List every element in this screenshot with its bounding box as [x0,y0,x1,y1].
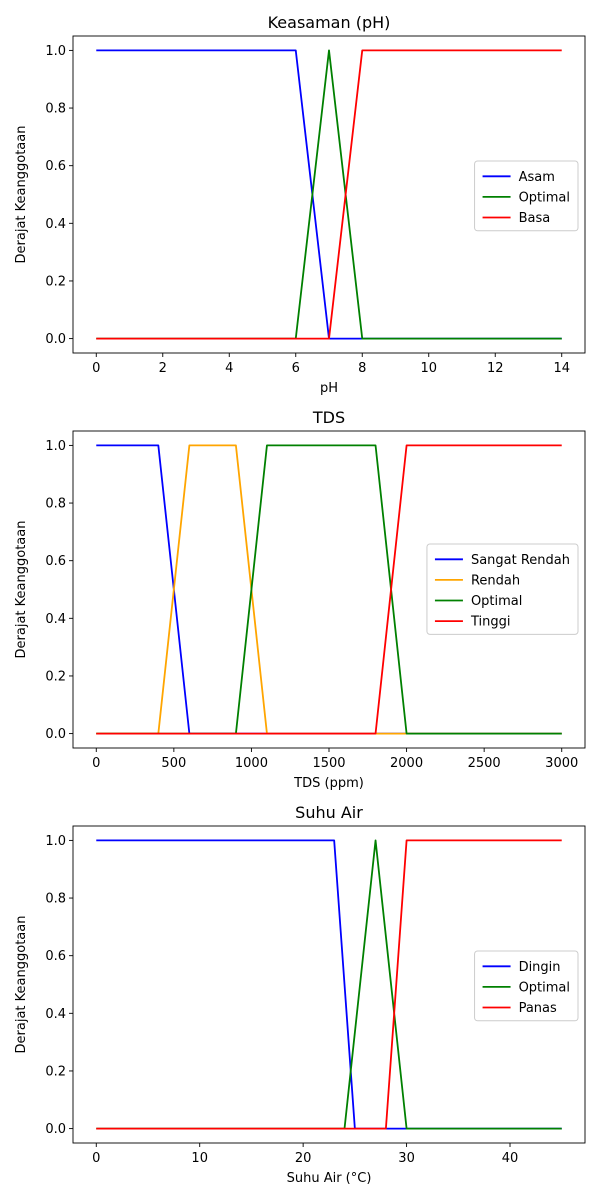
y-tick-label: 1.0 [45,834,66,849]
plot-frame [72,35,586,354]
y-tick-label: 0.4 [45,612,66,627]
x-tick-label: 2500 [468,756,501,771]
x-tick-label: 0 [92,1151,100,1166]
series-line-panas [96,839,562,1130]
chart-title: TDS [312,408,345,427]
legend-box [474,160,579,232]
y-axis-label: Derajat Keanggotaan [14,126,29,264]
legend-label: Dingin [519,960,561,975]
legend-label: Optimal [471,594,522,609]
y-tick-label: 0.8 [45,497,66,512]
y-tick-label: 0.2 [45,274,66,289]
y-tick-label: 0.2 [45,669,66,684]
legend-label: Optimal [519,980,570,995]
x-tick-label: 0 [92,756,100,771]
y-tick-label: 0.6 [45,554,66,569]
legend-box [474,950,579,1022]
x-tick-label: 2 [159,361,167,376]
y-axis-label: Derajat Keanggotaan [14,521,29,659]
legend: Sangat Rendah Rendah Optimal Tinggi [426,543,579,635]
x-tick-label: 2000 [390,756,423,771]
plot-frame [72,825,586,1144]
chart-title: Keasaman (pH) [268,13,391,32]
y-axis-label: Derajat Keanggotaan [14,916,29,1054]
x-tick-label: 3000 [545,756,578,771]
x-tick-label: 1500 [312,756,345,771]
x-tick-label: 6 [292,361,300,376]
x-tick-label: 10 [191,1151,208,1166]
x-tick-label: 4 [225,361,233,376]
y-tick-label: 0.8 [45,892,66,907]
y-tick-label: 0.6 [45,159,66,174]
y-tick-label: 0.0 [45,1122,66,1137]
x-tick-label: 20 [295,1151,312,1166]
legend-label: Sangat Rendah [471,553,570,568]
x-tick-label: 0 [92,361,100,376]
legend: Asam Optimal Basa [474,160,579,232]
legend-box [426,543,579,635]
chart-title: Suhu Air [295,803,363,822]
chart-1: Keasaman (pH) 0 2 4 6 8 10 12 14 0.0 0.2 0.4 0.6 0.8 1… [14,13,586,396]
y-tick-label: 1.0 [45,44,66,59]
y-tick-label: 1.0 [45,439,66,454]
y-tick-label: 0.4 [45,1007,66,1022]
series-line-basa [96,49,562,340]
legend-label: Tinggi [470,615,511,630]
x-tick-label: 30 [398,1151,415,1166]
plot-frame [72,430,586,749]
chart-2: TDS 0 500 1000 1500 2000 2500 3000 0.0 0.2 0.4 0.6 0… [14,408,586,791]
legend-label: Panas [519,1001,557,1016]
y-tick-label: 0.2 [45,1064,66,1079]
y-tick-label: 0.4 [45,217,66,232]
legend: Dingin Optimal Panas [474,950,579,1022]
x-tick-label: 8 [358,361,366,376]
x-axis-label: TDS (ppm) [293,776,364,791]
x-tick-label: 500 [161,756,186,771]
x-axis-label: Suhu Air (°C) [287,1171,372,1186]
y-tick-label: 0.8 [45,102,66,117]
x-tick-label: 14 [553,361,570,376]
legend-label: Optimal [519,190,570,205]
series-line-tinggi [96,444,562,735]
chart-3: Suhu Air 0 10 20 30 40 0.0 0.2 0.4 0.6 0.8 1.0 Suhu … [14,803,586,1186]
x-tick-label: 10 [420,361,437,376]
legend-label: Asam [519,170,555,185]
x-tick-label: 12 [487,361,504,376]
x-axis-label: pH [320,381,338,396]
y-tick-label: 0.0 [45,727,66,742]
y-tick-label: 0.6 [45,949,66,964]
x-tick-label: 40 [502,1151,519,1166]
legend-label: Basa [519,211,551,226]
legend-label: Rendah [471,573,520,588]
y-tick-label: 0.0 [45,332,66,347]
x-tick-label: 1000 [235,756,268,771]
